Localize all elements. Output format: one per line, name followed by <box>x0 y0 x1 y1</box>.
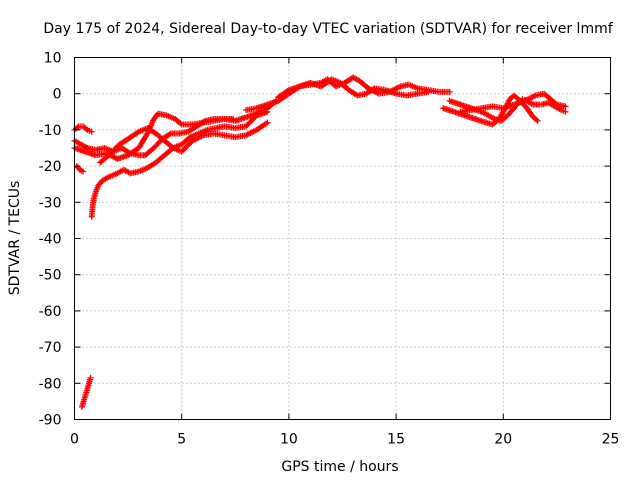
series-track-e <box>73 163 87 175</box>
x-tick-label: 15 <box>387 432 405 448</box>
series-track-mid-2 <box>275 76 432 101</box>
y-tick-label: -20 <box>39 159 62 175</box>
x-tick-label: 10 <box>280 432 298 448</box>
data-point <box>264 119 271 126</box>
data-point <box>87 374 94 381</box>
series-track-early-recovery <box>88 108 271 220</box>
y-tick-label: 10 <box>44 51 62 67</box>
data-point <box>88 128 95 135</box>
series-track-late-4 <box>538 99 569 115</box>
y-tick-label: -80 <box>39 376 62 392</box>
data-point <box>80 168 87 175</box>
x-tick-labels: 0 5 10 15 20 25 <box>70 432 619 448</box>
y-tick-label: 0 <box>53 87 62 103</box>
x-tick-label: 0 <box>70 432 79 448</box>
series-track-b <box>71 110 237 162</box>
data-point-interp <box>177 120 184 127</box>
data-point <box>534 117 541 124</box>
data-point <box>230 116 237 123</box>
series-track-late-2 <box>440 92 541 128</box>
data-points <box>71 74 569 410</box>
data-point-interp <box>134 129 141 136</box>
series-track-late-3 <box>457 90 569 115</box>
x-tick-label: 20 <box>494 432 512 448</box>
y-tick-label: -60 <box>39 304 62 320</box>
y-tick-label: -70 <box>39 340 62 356</box>
data-point <box>562 103 569 110</box>
series-track-d <box>71 123 95 135</box>
x-tick-label: 25 <box>602 432 620 448</box>
x-tick-label: 5 <box>177 432 186 448</box>
data-point <box>446 88 453 95</box>
y-tick-label: -30 <box>39 195 62 211</box>
data-point <box>562 108 569 115</box>
y-tick-label: -10 <box>39 123 62 139</box>
data-point-interp <box>263 120 270 127</box>
y-tick-label: -50 <box>39 268 62 284</box>
y-tick-label: -40 <box>39 232 62 248</box>
y-axis-label: SDTVAR / TECUs <box>7 181 23 296</box>
y-tick-labels: 10 0 -10 -20 -30 -40 -50 -60 -70 -80 -90 <box>39 51 62 429</box>
x-axis-label: GPS time / hours <box>281 459 398 475</box>
chart-title: Day 175 of 2024, Sidereal Day-to-day VTE… <box>43 21 613 37</box>
y-tick-label: -90 <box>39 413 62 429</box>
series-track-c <box>97 119 271 166</box>
axis-ticks <box>74 57 611 420</box>
series-track-early-low <box>79 374 94 410</box>
data-point <box>425 88 432 95</box>
